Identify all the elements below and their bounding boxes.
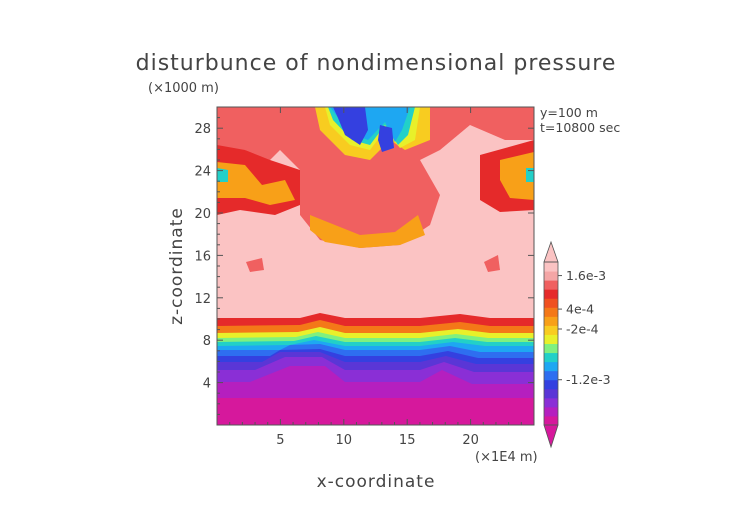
colorbar-segment [544, 406, 558, 417]
colorbar-segment [544, 370, 558, 381]
small-red-spot-right [484, 255, 500, 272]
deep-blue-core-2 [378, 125, 394, 152]
upper-red-band [217, 107, 534, 248]
band-magenta [217, 398, 534, 425]
colorbar-segment [544, 316, 558, 326]
colorbar-segment [544, 343, 558, 354]
colorbar-segment [544, 325, 558, 335]
colorbar-segment [544, 379, 558, 390]
upper-disturbance-layer [217, 107, 534, 272]
y-axis-label: z-coordinate [167, 207, 187, 325]
colorbar-top-arrow [543, 240, 559, 263]
x-tick-label: 15 [399, 433, 416, 448]
colorbar-segment [544, 280, 558, 290]
y-tick-label: 24 [194, 165, 211, 180]
x-unit-label: (×1E4 m) [475, 450, 538, 465]
chart-title: disturbunce of nondimensional pressure [136, 51, 617, 76]
colorbar-label: 1.6e-3 [566, 268, 606, 283]
colorbar-segment [544, 262, 558, 272]
colorbar: 1.6e-3 4e-4 -2e-4 -1.2e-3 [543, 240, 611, 449]
x-axis-label: x-coordinate [317, 472, 436, 492]
colorbar-segment [544, 334, 558, 344]
green-right-spot [526, 168, 534, 182]
colorbar-label: -2e-4 [566, 322, 599, 337]
annotation-y: y=100 m [540, 105, 598, 120]
y-tick-label: 16 [194, 249, 211, 264]
small-red-spot-left [246, 258, 264, 272]
y-tick-label: 8 [203, 334, 211, 349]
colorbar-frame [543, 261, 559, 426]
colorbar-segment [544, 271, 558, 281]
colorbar-segment [544, 352, 558, 363]
y-axis: 4 8 12 16 20 24 28 [194, 117, 534, 415]
deep-blue-core [333, 107, 368, 145]
green-left-spot [217, 168, 228, 182]
orange-lower-arc [310, 215, 425, 248]
orange-patch-left [217, 162, 295, 205]
y-tick-label: 4 [203, 377, 211, 392]
colorbar-label: -1.2e-3 [566, 372, 611, 387]
x-tick-label: 5 [276, 433, 284, 448]
colorbar-segment [544, 307, 558, 317]
orange-patch-right [500, 152, 534, 200]
y-tick-label: 28 [194, 122, 211, 137]
annotation-t: t=10800 sec [540, 120, 620, 135]
colorbar-segment [544, 415, 558, 426]
colorbar-bottom-arrow [543, 424, 559, 449]
colorbar-segment [544, 289, 558, 299]
x-axis: 5 10 15 20 [229, 107, 522, 448]
y-tick-label: 12 [194, 292, 211, 307]
y-tick-label: 20 [194, 207, 211, 222]
colorbar-segment [544, 397, 558, 408]
x-tick-label: 20 [462, 433, 479, 448]
plot-area [217, 107, 534, 425]
x-tick-label: 10 [336, 433, 353, 448]
colorbar-segment [544, 388, 558, 399]
colorbar-segment [544, 298, 558, 308]
colorbar-label: 4e-4 [566, 302, 594, 317]
z-unit-label: (×1000 m) [148, 81, 219, 96]
colorbar-segment [544, 361, 558, 372]
lower-gradient-layer [217, 313, 534, 425]
